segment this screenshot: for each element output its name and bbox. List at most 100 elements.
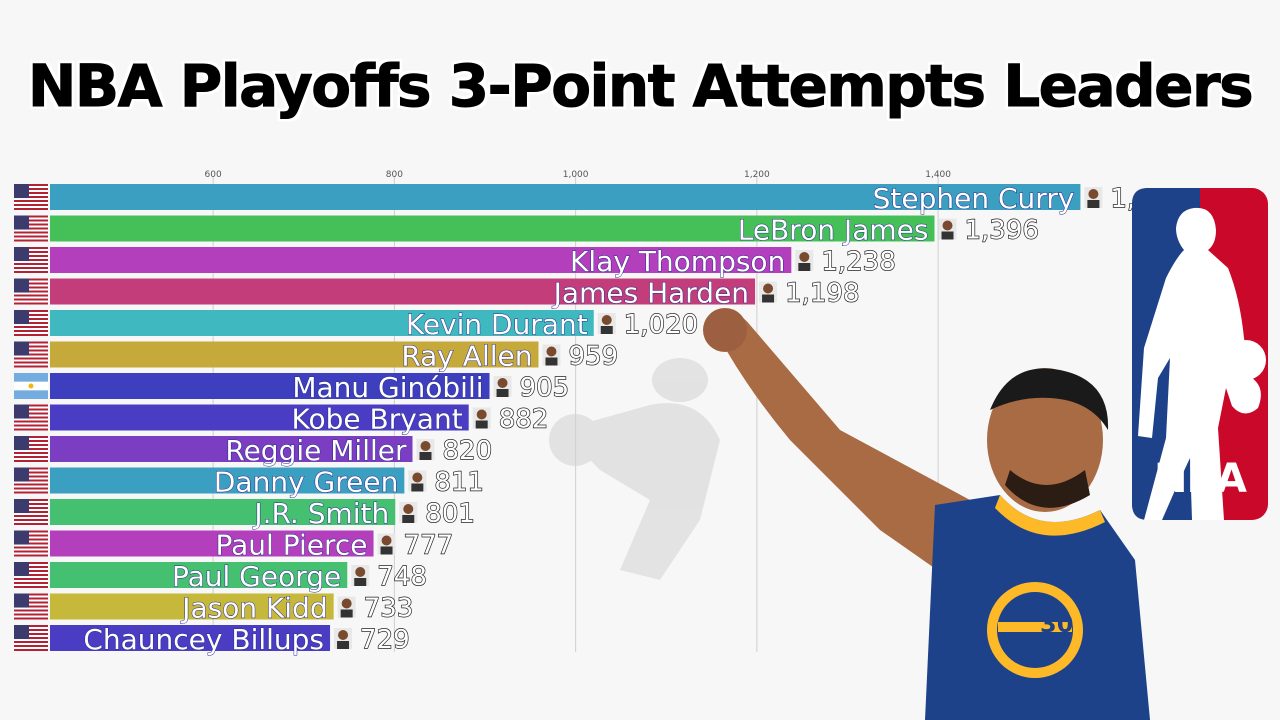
- bar: [50, 341, 539, 368]
- flag-stripe: [14, 601, 48, 604]
- bar: [50, 530, 374, 557]
- flag-stripe: [14, 208, 48, 210]
- usa-flag-icon: [14, 467, 48, 494]
- flag-stripe: [14, 546, 48, 549]
- bar-label: Manu Ginóbili: [292, 371, 483, 404]
- flag-stripe: [14, 597, 48, 600]
- avatar-head: [546, 346, 557, 357]
- nba-logo-text: NBA: [1154, 456, 1247, 502]
- flag-canton: [14, 562, 29, 577]
- value-label: 748: [377, 562, 427, 592]
- avatar-head: [1088, 189, 1099, 199]
- flag-stripe: [14, 298, 48, 301]
- usa-flag-icon: [14, 341, 48, 368]
- avatar-head: [338, 630, 349, 640]
- flag-stripe: [14, 231, 48, 234]
- avatar-body: [600, 326, 613, 334]
- usa-flag-icon: [14, 625, 48, 651]
- flag-stripe: [14, 609, 48, 612]
- avatar-head: [497, 378, 508, 388]
- bar: [50, 373, 490, 399]
- value-label: 1,557: [1110, 184, 1184, 214]
- bar-label: Kevin Durant: [406, 308, 588, 341]
- avatar-head: [420, 441, 431, 451]
- flag-canton: [14, 467, 29, 482]
- flag-stripe: [14, 200, 48, 202]
- flag-stripe: [14, 215, 48, 218]
- flag-stripe: [14, 341, 48, 344]
- value-label: 905: [520, 373, 570, 403]
- bar-label: J.R. Smith: [252, 497, 389, 530]
- flag-stripe: [14, 259, 48, 261]
- bar: [50, 467, 405, 494]
- flag-stripe: [14, 334, 48, 336]
- player-avatar: [542, 344, 561, 366]
- bar-label: Stephen Curry: [873, 182, 1075, 215]
- flag-canton: [14, 215, 29, 230]
- avatar-body: [475, 420, 488, 429]
- flag-stripe: [14, 467, 48, 470]
- bar-label: Klay Thompson: [570, 245, 785, 278]
- flag-stripe: [14, 479, 48, 482]
- flag-stripe: [14, 503, 48, 505]
- flag-stripe: [14, 542, 48, 545]
- player-avatar: [597, 313, 616, 334]
- tick-label: 1,400: [925, 170, 951, 180]
- avatar-head: [601, 315, 612, 325]
- flag-stripe: [14, 530, 48, 533]
- flag-stripe: [14, 511, 48, 513]
- flag-canton: [14, 436, 29, 451]
- value-label: 820: [443, 436, 493, 466]
- flag-stripe: [14, 613, 48, 616]
- avatar-body: [337, 641, 350, 649]
- flag-stripe: [14, 617, 48, 620]
- usa-flag-icon: [14, 530, 48, 557]
- flag-stripe: [14, 570, 48, 572]
- flag-canton: [14, 278, 29, 293]
- flag-stripe: [14, 263, 48, 265]
- flag-stripe: [14, 625, 48, 627]
- flag-stripe: [14, 290, 48, 293]
- flag-stripe: [14, 436, 48, 438]
- avatar-head: [942, 220, 953, 231]
- flag-stripe: [14, 440, 48, 442]
- avatar-head: [403, 504, 414, 514]
- player-avatar: [938, 218, 957, 240]
- flag-stripe: [14, 523, 48, 525]
- flag-stripe: [14, 353, 48, 356]
- bar: [50, 215, 935, 242]
- flag-stripe: [14, 357, 48, 360]
- bar-label: Chauncey Billups: [83, 623, 324, 656]
- flag-stripe: [14, 586, 48, 588]
- flag-stripe: [14, 554, 48, 557]
- flag-stripe: [14, 196, 48, 198]
- usa-flag-icon: [14, 436, 48, 462]
- usa-flag-icon: [14, 404, 48, 431]
- bar-label: Kobe Bryant: [292, 403, 463, 436]
- flag-canton: [14, 310, 29, 325]
- bar: [50, 247, 792, 273]
- value-label: 801: [425, 499, 475, 529]
- player-avatar: [408, 470, 427, 492]
- value-label: 777: [404, 531, 454, 561]
- player-avatar: [377, 533, 396, 555]
- value-label: 811: [434, 468, 484, 498]
- watermark-dribbler-silhouette: [549, 358, 720, 580]
- flag-stripe: [14, 330, 48, 332]
- bar-label: Danny Green: [214, 466, 398, 499]
- player-avatar: [399, 502, 418, 523]
- flag-stripe: [14, 578, 48, 580]
- flag-stripe: [14, 637, 48, 639]
- flag-stripe: [14, 282, 48, 285]
- flag-stripe: [14, 278, 48, 281]
- avatar-head: [799, 252, 810, 262]
- flag-stripe: [14, 456, 48, 458]
- bars: Stephen Curry 1,557 LeBron James 1,396 Klay …: [14, 182, 1184, 657]
- flag-stripe: [14, 412, 48, 415]
- bar-label: Paul Pierce: [216, 529, 368, 562]
- bar-label: Ray Allen: [401, 340, 532, 373]
- flag-stripe: [14, 633, 48, 635]
- tick-label: 1,200: [744, 170, 770, 180]
- flag-stripe: [14, 349, 48, 352]
- player-avatar: [337, 596, 356, 618]
